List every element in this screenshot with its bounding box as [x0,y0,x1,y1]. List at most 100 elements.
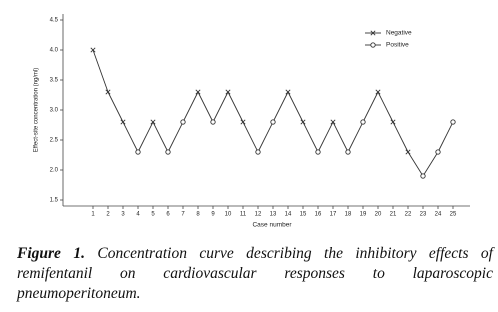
marker-o [435,149,441,155]
marker-x [120,119,126,125]
line-segment [197,91,214,123]
marker-stroke [390,119,396,125]
marker-x [150,119,156,125]
line-segment [407,151,424,177]
marker-o [165,149,171,155]
x-tick-label: 22 [405,212,412,218]
x-tick-label: 21 [390,212,397,218]
marker-x [390,119,396,125]
x-tick-label: 23 [420,212,427,218]
line-segment [137,121,154,153]
marker-x [330,119,336,125]
line-segment [437,121,454,153]
x-tick-label: 14 [285,212,292,218]
marker-x [105,89,111,95]
x-tick-label: 15 [300,212,307,218]
x-tick-label: 12 [255,212,262,218]
marker-o [370,42,376,48]
line-segment [362,91,379,123]
line-segment [302,121,319,153]
line-segment [377,91,394,123]
x-tick-label: 5 [151,212,155,218]
x-tick-label: 25 [450,212,457,218]
line-segment [317,121,334,153]
line-segment [182,91,199,123]
marker-stroke [225,89,231,95]
marker-stroke [195,89,201,95]
line-segment [272,91,289,123]
caption-text: Concentration curve describing the inhib… [17,245,493,302]
y-tick-label: 3.5 [50,78,59,84]
marker-stroke [405,149,411,155]
marker-x [300,119,306,125]
x-tick-label: 17 [330,212,337,218]
marker-stroke [90,47,96,53]
marker-x [405,149,411,155]
marker-x [285,89,291,95]
x-tick-label: 1 [91,212,95,218]
marker-o [255,149,261,155]
y-axis-title: Effect-site concentration (ng/ml) [34,68,40,153]
marker-x [195,89,201,95]
marker-o [345,149,351,155]
y-tick-label: 1.5 [50,198,59,204]
marker-stroke [105,89,111,95]
x-tick-label: 4 [136,212,140,218]
x-tick-label: 11 [240,212,247,218]
marker-stroke [300,119,306,125]
marker-o [360,119,366,125]
line-segment [167,121,184,153]
line-segment [212,91,229,123]
x-tick-label: 10 [225,212,232,218]
caption: Figure 1. Concentration curve describing… [17,244,493,304]
line-segment [242,121,259,153]
line-segment [347,121,364,153]
y-tick-label: 3.0 [50,108,59,114]
legend-label: Positive [386,42,409,49]
legend-label: Negative [386,30,412,37]
line-segment [332,121,349,153]
marker-x [225,89,231,95]
marker-stroke [150,119,156,125]
marker-o [210,119,216,125]
marker-x [240,119,246,125]
marker-stroke [330,119,336,125]
line-segment [92,49,109,93]
line-segment [152,121,169,153]
x-axis-title: Case number [252,222,292,229]
marker-x [370,30,376,36]
line-segment [227,91,244,123]
x-tick-label: 13 [270,212,277,218]
caption-label: Figure 1. [17,245,85,262]
x-tick-label: 20 [375,212,382,218]
x-tick-label: 19 [360,212,367,218]
marker-o [315,149,321,155]
marker-stroke [285,89,291,95]
marker-x [90,47,96,53]
x-tick-label: 7 [181,212,185,218]
x-tick-label: 2 [106,212,110,218]
marker-stroke [240,119,246,125]
marker-o [270,119,276,125]
marker-o [420,173,426,179]
x-tick-label: 18 [345,212,352,218]
marker-stroke [375,89,381,95]
marker-x [375,89,381,95]
y-tick-label: 4.0 [50,48,59,54]
y-tick-label: 2.0 [50,168,59,174]
marker-o [135,149,141,155]
x-tick-label: 6 [166,212,170,218]
x-tick-label: 16 [315,212,322,218]
line-segment [122,121,139,153]
marker-o [450,119,456,125]
line-segment [257,121,274,153]
y-tick-label: 4.5 [50,18,59,24]
x-tick-label: 3 [121,212,125,218]
line-segment [392,121,409,153]
marker-o [180,119,186,125]
x-tick-label: 8 [196,212,200,218]
marker-stroke [120,119,126,125]
chart: Effect-site concentration (ng/ml) Case n… [34,14,470,229]
marker-stroke [370,30,376,36]
